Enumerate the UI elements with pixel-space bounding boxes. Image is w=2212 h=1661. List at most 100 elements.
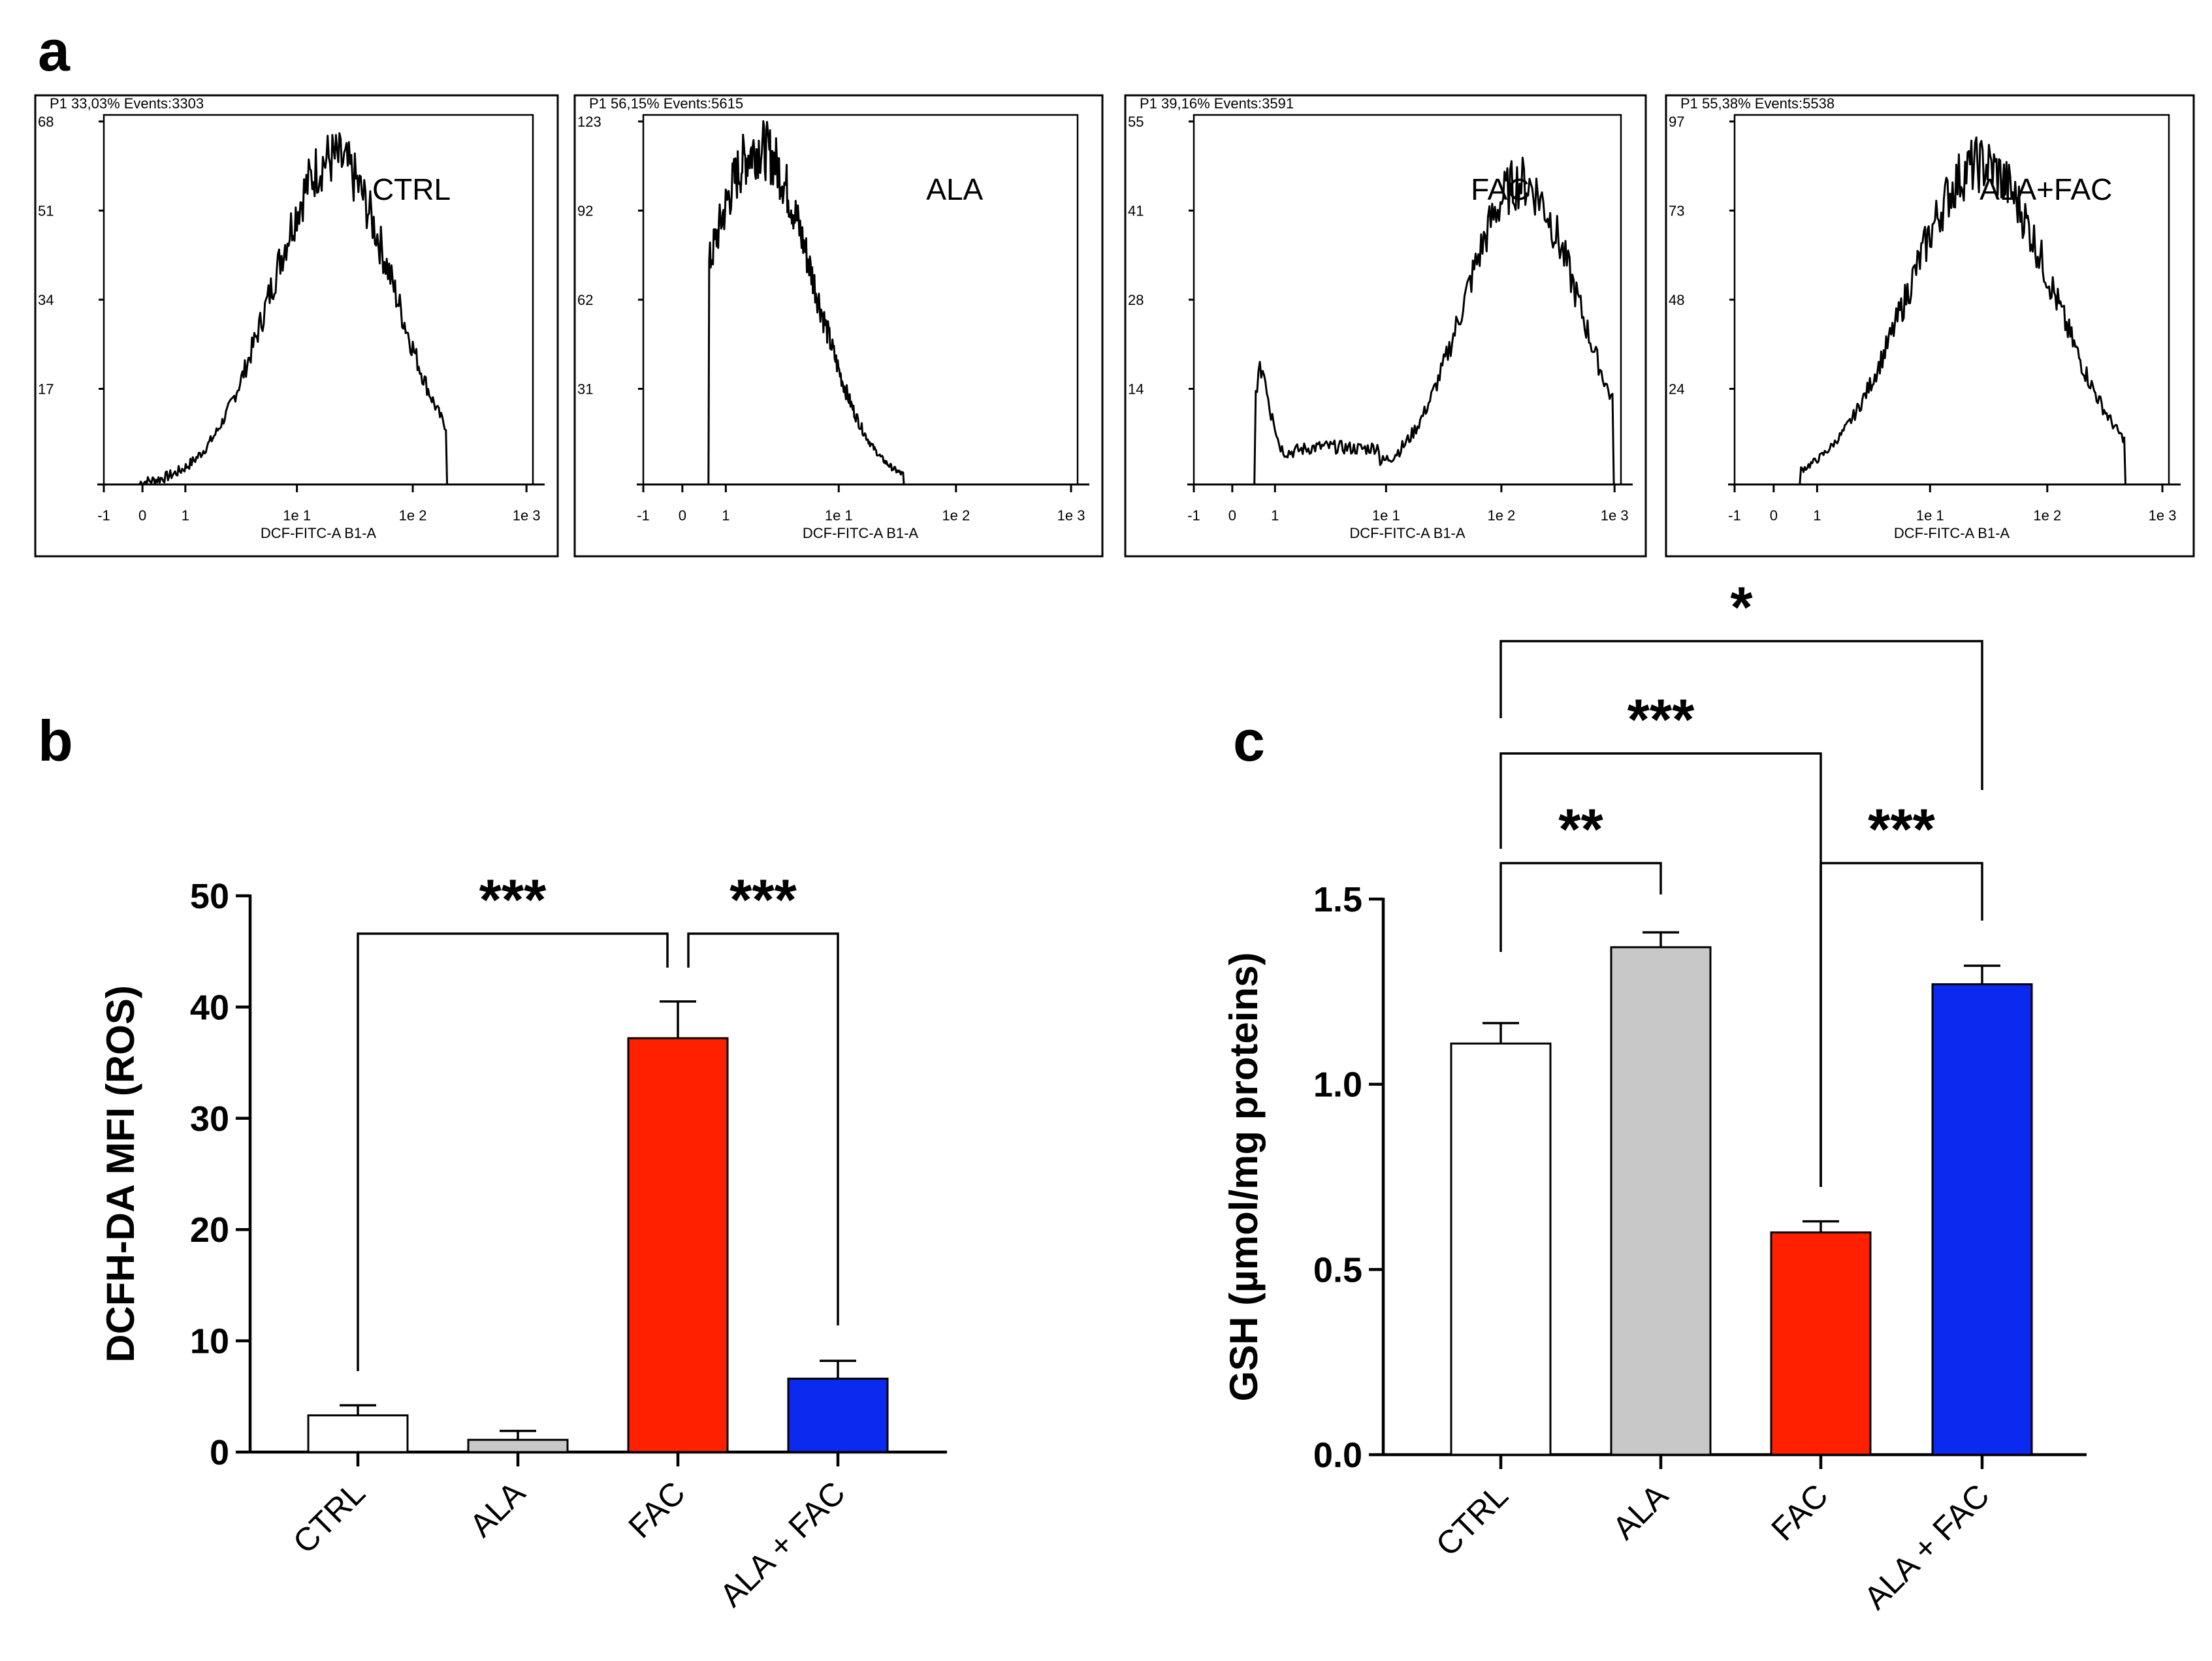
histogram-x-tick: 1e 2 bbox=[942, 507, 970, 524]
histogram-sample-label: CTRL bbox=[372, 172, 451, 206]
histogram-y-tick: 73 bbox=[1669, 203, 1684, 219]
histogram-y-tick: 97 bbox=[1669, 114, 1684, 130]
histogram-x-tick: 1e 1 bbox=[825, 507, 853, 524]
histogram-y-tick: 51 bbox=[38, 203, 54, 219]
x-tick-label-ctrl: CTRL bbox=[286, 1474, 372, 1560]
histogram-x-tick: 1 bbox=[182, 507, 189, 524]
histogram-x-tick: 0 bbox=[679, 507, 686, 524]
histogram-y-tick: 17 bbox=[38, 381, 54, 398]
histogram-plot-area bbox=[1193, 114, 1622, 486]
histogram-y-tick: 55 bbox=[1128, 114, 1144, 130]
significance-label: *** bbox=[1627, 687, 1695, 751]
histogram-y-tick: 34 bbox=[38, 292, 54, 308]
histogram-y-tick: 62 bbox=[577, 292, 593, 308]
panel-c-letter: c bbox=[1233, 708, 1265, 773]
histogram-x-label: DCF-FITC-A B1-A bbox=[1349, 525, 1466, 541]
x-tick-label-fac: FAC bbox=[1764, 1477, 1835, 1547]
histogram-y-tick: 68 bbox=[38, 114, 54, 130]
histogram-gate-text: P1 33,03% Events:3303 bbox=[50, 95, 204, 112]
histogram-x-tick: 1 bbox=[1813, 507, 1821, 524]
histogram-x-tick: 1e 2 bbox=[399, 507, 427, 524]
x-tick-label-ctrl: CTRL bbox=[1429, 1477, 1515, 1563]
y-tick-label: 1.5 bbox=[1313, 880, 1362, 919]
significance-bracket bbox=[687, 932, 839, 1325]
bar-ctrl bbox=[1450, 1042, 1552, 1456]
histogram-frame bbox=[1665, 94, 2195, 558]
histogram-panel: P1 33,03% Events:3303 CTRL 68 51 34 17 -1 0 1 1e … bbox=[34, 94, 2195, 558]
histogram-x-tick: 1e 1 bbox=[1372, 507, 1400, 524]
significance-bracket bbox=[357, 932, 669, 1371]
histogram-ala: P1 56,15% Events:5615 ALA 123 92 62 31 -1 0 1 1e … bbox=[573, 94, 1104, 558]
histogram-x-tick: 0 bbox=[1228, 507, 1236, 524]
histogram-x-tick: 0 bbox=[138, 507, 146, 524]
significance-label: *** bbox=[1868, 797, 1935, 861]
y-tick-label: 20 bbox=[190, 1210, 229, 1250]
histogram-y-tick: 48 bbox=[1669, 292, 1684, 308]
histogram-y-tick: 28 bbox=[1128, 292, 1144, 308]
histogram-trace bbox=[138, 132, 449, 486]
x-tick-label-alafac: ALA + FAC bbox=[713, 1474, 852, 1614]
x-tick-label-ala: ALA bbox=[1605, 1477, 1675, 1547]
histogram-frame bbox=[573, 94, 1104, 558]
y-tick-label: 1.0 bbox=[1313, 1066, 1362, 1105]
significance-label: ** bbox=[1558, 797, 1603, 861]
histogram-x-label: DCF-FITC-A B1-A bbox=[1894, 525, 2010, 541]
histogram-trace bbox=[1253, 157, 1615, 485]
histogram-x-tick: 1e 2 bbox=[1487, 507, 1515, 524]
histogram-x-tick: -1 bbox=[97, 507, 110, 524]
histogram-x-tick: -1 bbox=[1187, 507, 1200, 524]
histogram-ala-fac: P1 55,38% Events:5538 ALA+FAC 97 73 48 24 -1 0 1… bbox=[1665, 94, 2195, 558]
panel-b-letter: b bbox=[38, 708, 73, 773]
histogram-sample-label: ALA+FAC bbox=[1980, 172, 2112, 206]
bar-ctrl bbox=[307, 1414, 409, 1453]
y-axis-title: DCFH-DA MFI (ROS) bbox=[99, 985, 142, 1363]
gsh-bar-chart: 0.0 0.5 1.0 1.5 GSH (µmol/mg proteins) CTRL AL… bbox=[1222, 575, 2087, 1617]
ros-bar-chart: 0 10 20 30 40 50 DCFH-DA MFI (ROS) CTRL ALA FAC AL… bbox=[99, 867, 947, 1614]
x-tick-label-fac: FAC bbox=[621, 1474, 692, 1545]
histogram-x-tick: 1 bbox=[722, 507, 729, 524]
histogram-plot-area bbox=[1733, 114, 2170, 486]
histogram-frame bbox=[34, 94, 559, 558]
x-tick-label-alafac: ALA + FAC bbox=[1857, 1477, 1996, 1617]
significance-bracket bbox=[1499, 752, 1822, 1187]
histogram-frame bbox=[1124, 94, 1647, 558]
histogram-y-tick: 24 bbox=[1669, 381, 1684, 398]
histogram-x-tick: 1e 2 bbox=[2033, 507, 2061, 524]
significance-label: *** bbox=[479, 867, 547, 932]
y-tick-label: 50 bbox=[190, 877, 229, 916]
histogram-x-tick: -1 bbox=[1728, 507, 1741, 524]
significance-bracket bbox=[1499, 640, 1983, 790]
significance-label: *** bbox=[729, 867, 797, 932]
histogram-x-tick: 1e 3 bbox=[513, 507, 541, 524]
histogram-x-tick: 1e 1 bbox=[1916, 507, 1944, 524]
histogram-x-label: DCF-FITC-A B1-A bbox=[261, 525, 377, 541]
histogram-x-tick: 1 bbox=[1271, 507, 1279, 524]
histogram-x-tick: 0 bbox=[1770, 507, 1778, 524]
histogram-x-tick: 1e 1 bbox=[283, 507, 311, 524]
histogram-gate-text: P1 39,16% Events:3591 bbox=[1140, 95, 1294, 112]
significance-bracket bbox=[1499, 862, 1662, 952]
panel-a-letter: a bbox=[38, 18, 71, 83]
y-tick-label: 10 bbox=[190, 1322, 229, 1361]
bar-fac bbox=[627, 1037, 729, 1453]
histogram-plot-area bbox=[103, 114, 534, 486]
y-tick-label: 0 bbox=[210, 1433, 229, 1472]
histogram-x-label: DCF-FITC-A B1-A bbox=[803, 525, 919, 541]
histogram-y-tick: 92 bbox=[577, 203, 593, 219]
y-tick-label: 0.5 bbox=[1313, 1250, 1362, 1289]
histogram-y-tick: 14 bbox=[1128, 381, 1144, 398]
bar-ala bbox=[1610, 946, 1712, 1456]
histogram-y-tick: 123 bbox=[577, 114, 601, 130]
bar-alafac bbox=[1931, 983, 2033, 1456]
histogram-x-tick: 1e 3 bbox=[1057, 507, 1085, 524]
histogram-x-tick: 1e 3 bbox=[1601, 507, 1629, 524]
histogram-ctrl: P1 33,03% Events:3303 CTRL 68 51 34 17 -1 0 1 1e … bbox=[34, 94, 559, 558]
histogram-y-tick: 31 bbox=[577, 381, 593, 398]
significance-label: * bbox=[1730, 575, 1753, 639]
y-axis-title: GSH (µmol/mg proteins) bbox=[1222, 953, 1266, 1402]
y-tick-label: 40 bbox=[190, 988, 229, 1027]
bar-ala bbox=[467, 1438, 569, 1453]
histogram-gate-text: P1 56,15% Events:5615 bbox=[589, 95, 743, 112]
